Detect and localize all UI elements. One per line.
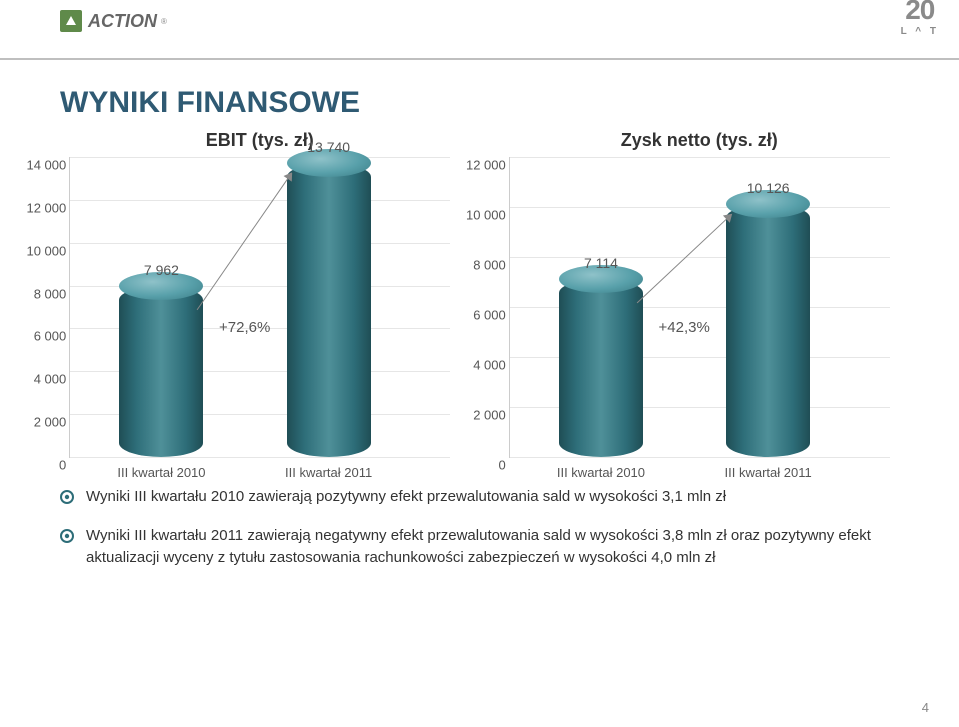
chart-bar-value: 13 740 <box>307 139 350 155</box>
chart-ytick: 0 <box>458 458 506 473</box>
chart-bar-value: 10 126 <box>747 180 790 196</box>
chart-delta-label: +72,6% <box>219 319 270 336</box>
chart-bar: 10 126 <box>726 204 810 457</box>
chart-xlabel: III kwartał 2010 <box>557 465 645 480</box>
page-number: 4 <box>922 700 929 715</box>
bullet-item: Wyniki III kwartału 2011 zawierają negat… <box>60 525 899 570</box>
bullet-text: Wyniki III kwartału 2010 zawierają pozyt… <box>86 486 726 509</box>
chart-delta-arrow <box>637 214 732 303</box>
chart-netprofit: Zysk netto (tys. zł) 02 0004 0006 0008 0… <box>494 130 904 458</box>
chart-gridline <box>70 200 450 201</box>
chart-bar: 13 740 <box>287 163 371 457</box>
chart-bar-value: 7 114 <box>584 255 618 271</box>
chart-gridline <box>510 207 890 208</box>
chart-gridline <box>510 157 890 158</box>
anniversary-20: 20 <box>901 0 939 26</box>
bullet-icon <box>60 528 74 542</box>
bullet-text: Wyniki III kwartału 2011 zawierają negat… <box>86 525 899 570</box>
brand-trademark: ® <box>161 17 167 26</box>
anniversary-lat: L ^ T <box>901 26 939 37</box>
chart-gridline <box>70 457 450 458</box>
brand-text: ACTION <box>88 11 157 32</box>
brand-logo: ACTION ® <box>60 10 899 32</box>
chart-gridline <box>510 257 890 258</box>
chart-xlabel: III kwartał 2011 <box>285 465 372 480</box>
chart-gridline <box>510 457 890 458</box>
chart-ytick: 6 000 <box>18 329 66 344</box>
chart-bar-body <box>559 279 643 457</box>
bullet-item: Wyniki III kwartału 2010 zawierają pozyt… <box>60 486 899 509</box>
chart-ebit: EBIT (tys. zł) 02 0004 0006 0008 00010 0… <box>55 130 465 458</box>
chart-ytick: 8 000 <box>18 286 66 301</box>
chart-bar: 7 962 <box>119 286 203 457</box>
brand-square-icon <box>60 10 82 32</box>
chart-ytick: 8 000 <box>458 258 506 273</box>
chart-ytick: 0 <box>18 458 66 473</box>
chart-ytick: 10 000 <box>18 243 66 258</box>
bullet-icon <box>60 489 74 503</box>
chart-ytick: 12 000 <box>18 200 66 215</box>
chart-gridline <box>70 157 450 158</box>
anniversary-logo: 20 L ^ T <box>901 0 939 37</box>
chart-bar-body <box>119 286 203 457</box>
chart-delta-arrow <box>197 173 292 311</box>
chart-xlabel: III kwartał 2010 <box>117 465 205 480</box>
chart-xlabel: III kwartał 2011 <box>725 465 812 480</box>
chart-ytick: 4 000 <box>18 372 66 387</box>
chart-bar-body <box>287 163 371 457</box>
chart-ebit-plot: 02 0004 0006 0008 00010 00012 00014 0007… <box>69 157 450 458</box>
chart-ebit-title: EBIT (tys. zł) <box>55 130 465 151</box>
chart-bar-value: 7 962 <box>144 262 179 278</box>
chart-ytick: 2 000 <box>458 408 506 423</box>
chart-ytick: 10 000 <box>458 208 506 223</box>
chart-gridline <box>70 243 450 244</box>
chart-bar: 7 114 <box>559 279 643 457</box>
charts-row: EBIT (tys. zł) 02 0004 0006 0008 00010 0… <box>0 130 959 458</box>
header-bar: ACTION ® 20 L ^ T <box>0 0 959 60</box>
chart-delta-label: +42,3% <box>659 319 710 336</box>
chart-bar-body <box>726 204 810 457</box>
bullet-list: Wyniki III kwartału 2010 zawierają pozyt… <box>60 486 899 570</box>
page-title: WYNIKI FINANSOWE <box>60 86 959 120</box>
chart-ytick: 14 000 <box>18 158 66 173</box>
chart-netprofit-title: Zysk netto (tys. zł) <box>494 130 904 151</box>
chart-ytick: 12 000 <box>458 158 506 173</box>
chart-ytick: 2 000 <box>18 415 66 430</box>
chart-ytick: 4 000 <box>458 358 506 373</box>
chart-ytick: 6 000 <box>458 308 506 323</box>
chart-netprofit-plot: 02 0004 0006 0008 00010 00012 0007 114II… <box>509 157 890 458</box>
